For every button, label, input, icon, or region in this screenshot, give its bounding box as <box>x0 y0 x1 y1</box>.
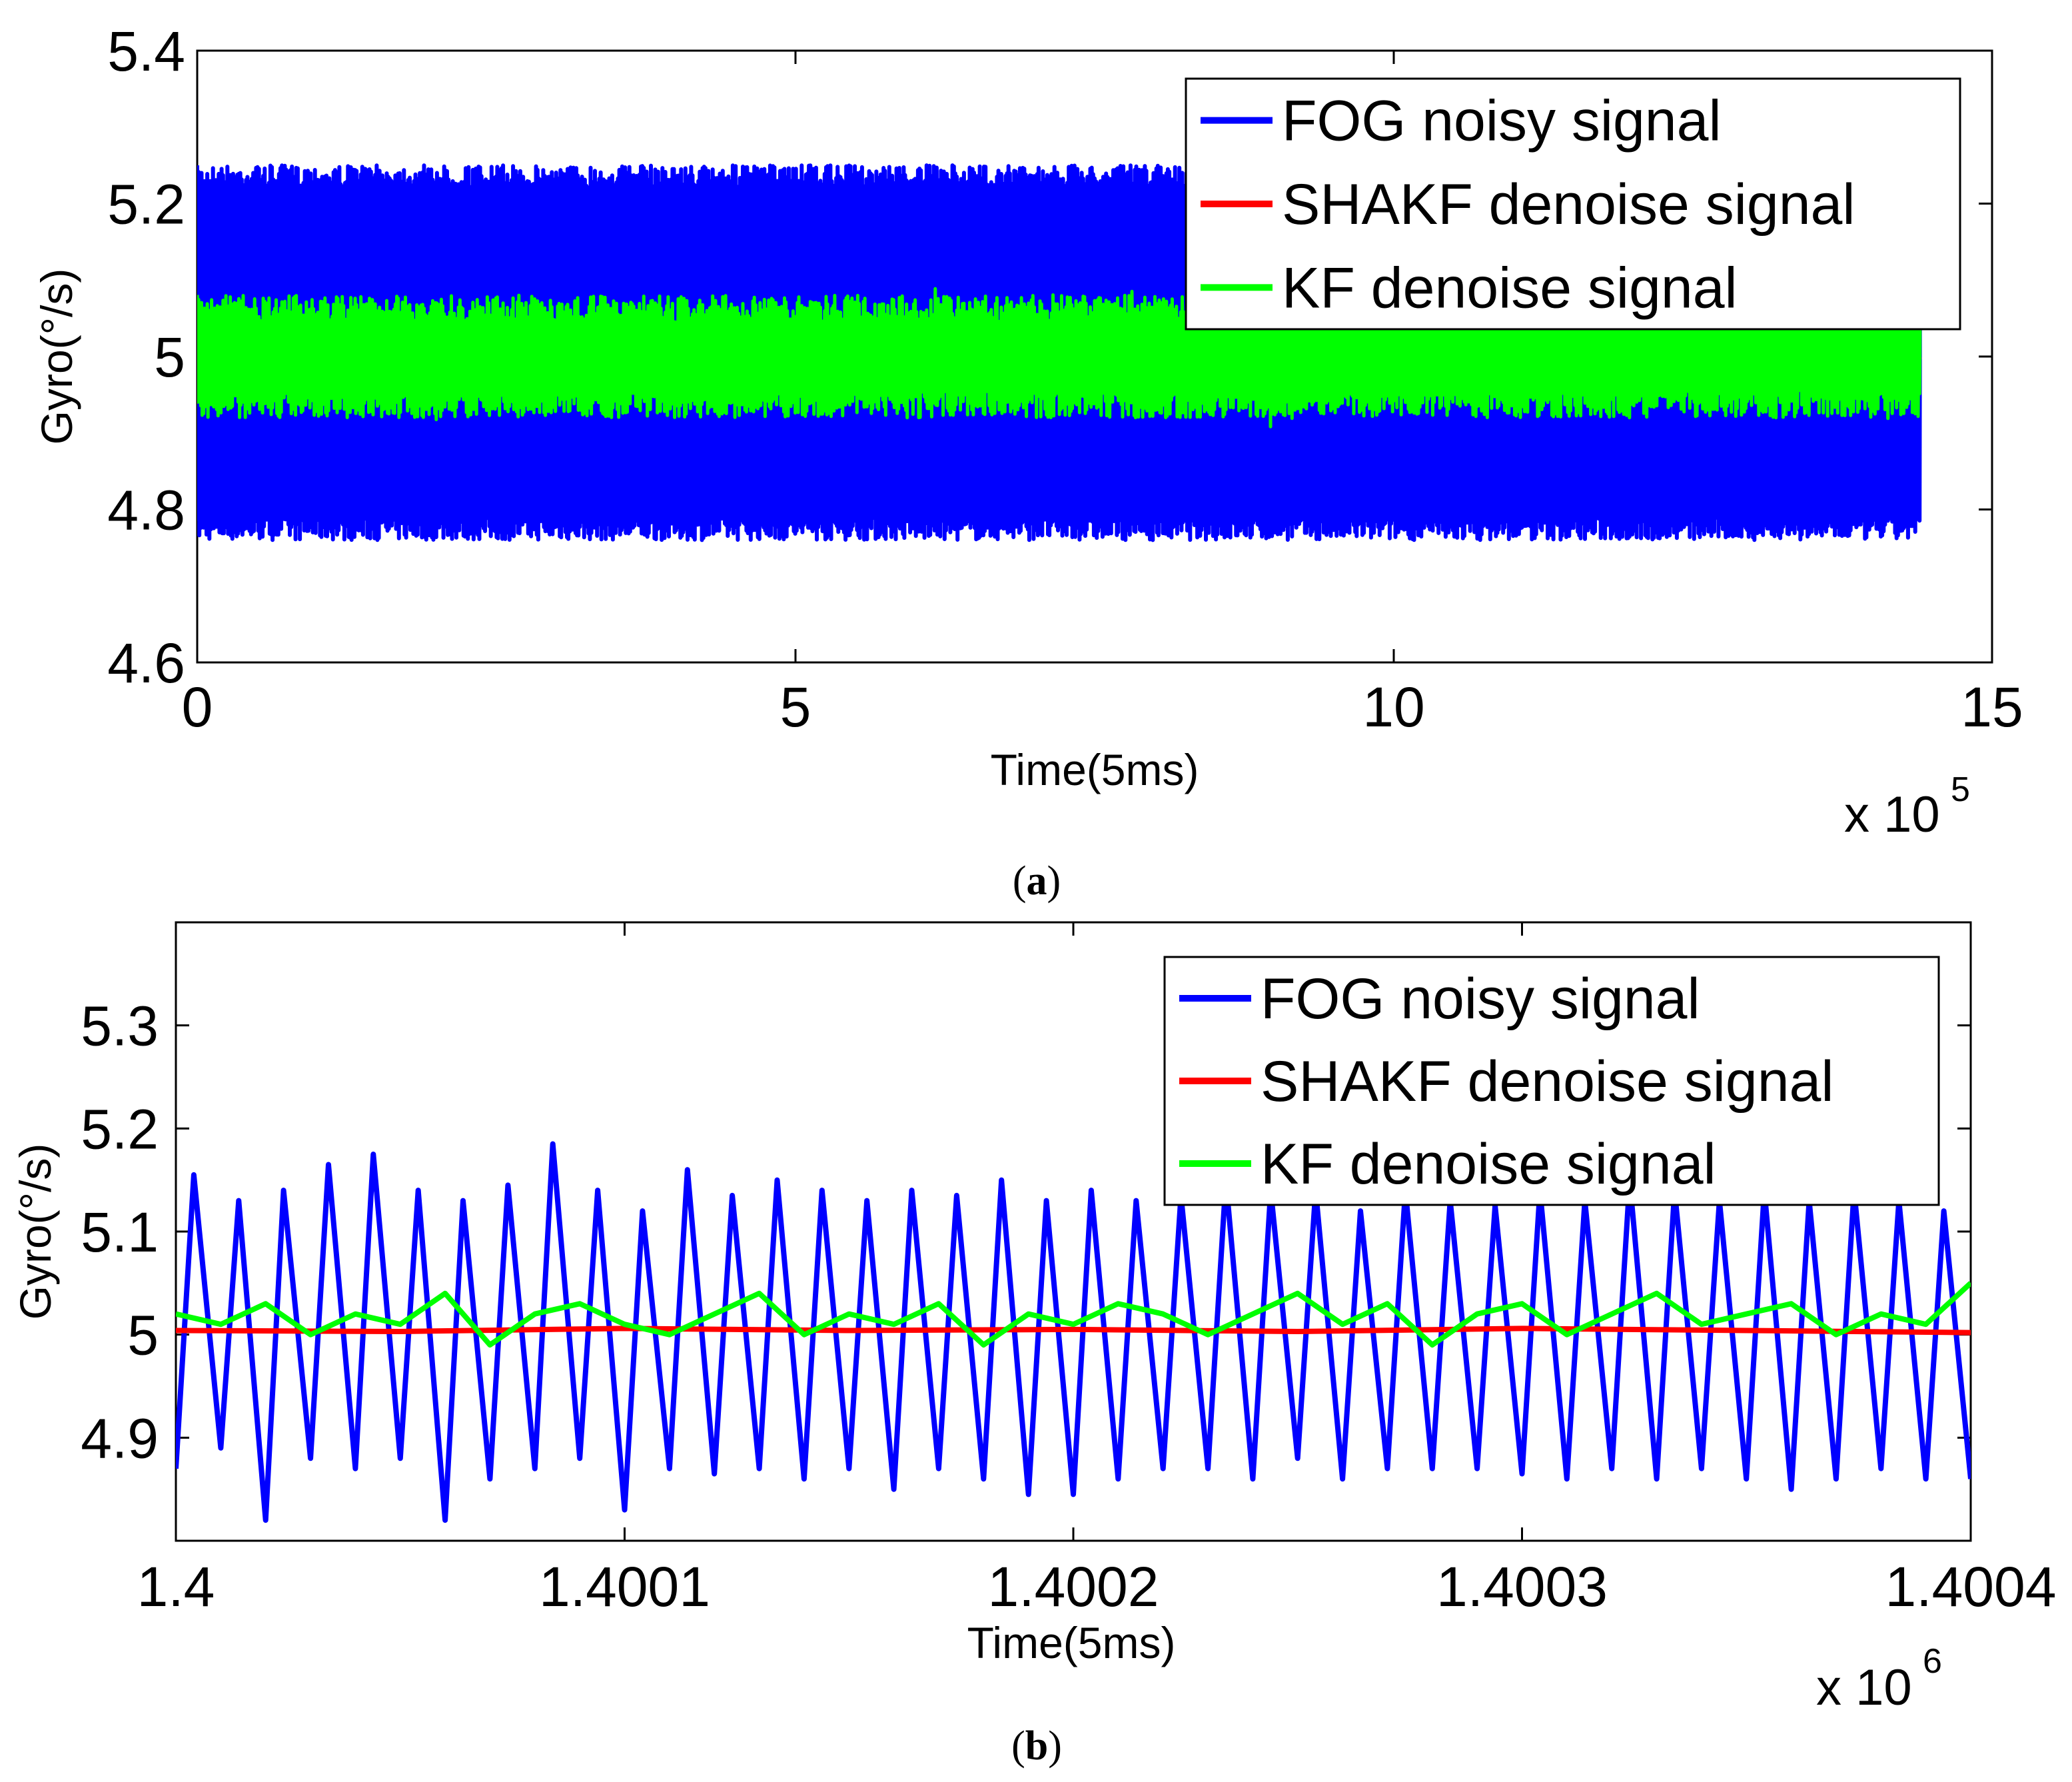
y-tick-label: 5.2 <box>107 173 185 236</box>
y-tick-label: 5.2 <box>81 1098 159 1160</box>
legend-entry: KF denoise signal <box>1261 1132 1716 1196</box>
legend-b: FOG noisy signal SHAKF denoise signal KF d… <box>1163 956 1940 1206</box>
x-tick-label: 1.4001 <box>539 1555 710 1618</box>
series-group-b <box>176 1141 1971 1523</box>
legend-entry: FOG noisy signal <box>1261 967 1700 1031</box>
series-line-shakf <box>176 1326 1971 1336</box>
x-tick-label: 0 <box>182 676 213 738</box>
series-line-kf <box>176 1281 1971 1348</box>
y-axis-label-a: Gyro(°/s) <box>32 269 81 445</box>
x-tick-label: 1.4003 <box>1436 1555 1608 1618</box>
x-scale-label-a: x 10 <box>1844 786 1940 843</box>
x-axis-label-b: Time(5ms) <box>967 1618 1176 1667</box>
caption-a: (a) <box>1013 858 1061 904</box>
y-tick-label: 5.3 <box>81 995 159 1058</box>
x-tick-label: 15 <box>1961 676 2023 738</box>
x-axis-label-a: Time(5ms) <box>991 745 1199 794</box>
series-line-fog <box>176 1141 1971 1523</box>
x-tick-label: 1.4002 <box>988 1555 1159 1618</box>
x-tick-label: 1.4004 <box>1885 1555 2057 1618</box>
y-tick-label: 5.4 <box>107 20 185 83</box>
legend-entry: KF denoise signal <box>1282 256 1738 320</box>
y-tick-label: 5.1 <box>81 1201 159 1264</box>
x-tick-label: 5 <box>780 676 811 738</box>
y-tick-label: 4.6 <box>107 632 185 694</box>
panel-b: 1.4 1.4001 1.4002 1.4003 1.4004 4.9 5 5.1 5.2 5.3… <box>11 921 2056 1769</box>
legend-entry: SHAKF denoise signal <box>1261 1050 1833 1114</box>
legend-box <box>1185 77 1961 331</box>
ticks-b: 1.4 1.4001 1.4002 1.4003 1.4004 4.9 5 5.1 5.2 5.3 <box>81 922 2056 1618</box>
y-tick-label: 4.8 <box>107 479 185 542</box>
x-scale-exponent-a: 5 <box>1951 770 1970 809</box>
y-tick-label: 4.9 <box>81 1407 159 1469</box>
y-tick-label: 5 <box>154 326 185 389</box>
legend-entry: FOG noisy signal <box>1282 89 1722 153</box>
x-tick-label: 1.4 <box>137 1555 215 1618</box>
legend-entry: SHAKF denoise signal <box>1282 173 1855 237</box>
y-tick-label: 5 <box>127 1304 159 1367</box>
legend-box <box>1163 956 1940 1206</box>
x-scale-label-b: x 10 <box>1816 1659 1912 1716</box>
x-tick-label: 10 <box>1362 676 1424 738</box>
x-scale-exponent-b: 6 <box>1923 1642 1942 1681</box>
panel-a: 0 5 10 15 4.6 4.8 5 5.2 5.4 FOG noisy signal SHAK… <box>32 20 2023 904</box>
ticks-a: 0 5 10 15 4.6 4.8 5 5.2 5.4 <box>107 20 2023 738</box>
caption-b: (b) <box>1011 1723 1062 1769</box>
y-axis-label-b: Gyro(°/s) <box>11 1144 60 1320</box>
legend-a: FOG noisy signal SHAKF denoise signal KF d… <box>1185 77 1961 331</box>
